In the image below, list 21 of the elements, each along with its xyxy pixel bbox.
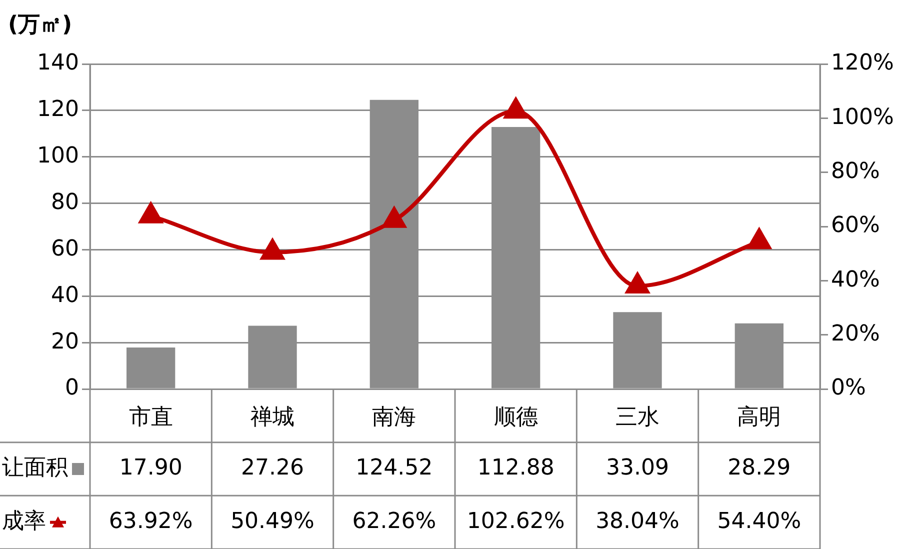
- y-tick-label: 80: [51, 190, 79, 216]
- y-tick-label: 100: [37, 144, 79, 169]
- y-tick-label: 140: [37, 50, 79, 76]
- y-tick-label: 40: [51, 282, 79, 308]
- point: [382, 207, 406, 228]
- y2-tick-label: 40%: [831, 267, 880, 292]
- point: [504, 98, 528, 119]
- point: [626, 272, 650, 294]
- point: [748, 228, 771, 250]
- point: [260, 239, 284, 260]
- y-tick-label: 20: [51, 329, 79, 354]
- y-tick-label: 120: [37, 97, 79, 122]
- y-axis-title: (万㎡): [8, 12, 72, 38]
- y2-tick-label: 20%: [831, 322, 880, 347]
- point: [139, 202, 162, 224]
- y2-tick-label: 0%: [831, 376, 866, 401]
- y2-tick-label: 100%: [831, 104, 894, 130]
- y-tick-label: 60: [51, 236, 79, 262]
- y2-tick-label: 80%: [831, 159, 880, 184]
- y2-tick-label: 120%: [831, 50, 894, 76]
- y2-tick-label: 60%: [831, 213, 880, 238]
